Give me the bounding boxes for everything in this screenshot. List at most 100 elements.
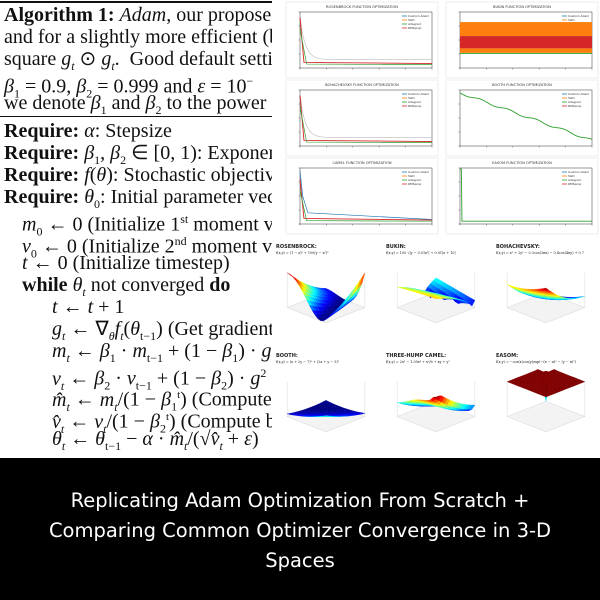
algo-line: and for a slightly more efficient (but (4, 26, 272, 48)
algo-line: θt ← θt−1 − α · m̂t/(√v̂t + ε) (52, 428, 259, 453)
surface-patch (542, 287, 550, 291)
surface-name: BOHACHEVSKY: (496, 244, 540, 250)
plot-title: EASOM FUNCTION OPTIMIZATION (492, 161, 552, 165)
algo-line: v0 ← 0 (Initialize 2nd moment ve (22, 234, 272, 261)
convergence-plot: BOHACHEVSKY FUNCTION OPTIMIZATION Custom … (285, 79, 439, 157)
algo-line: t ← t + 1 (52, 296, 125, 318)
convergence-plots-svg: ROSENBROCK FUNCTION OPTIMIZATION Custom A… (285, 1, 599, 235)
legend-label: RMSprop (408, 26, 421, 30)
series-line (460, 168, 592, 222)
algo-line: Require: θ0: Initial parameter vecto (4, 186, 272, 211)
banner-line-1: Replicating Adam Optimization From Scrat… (70, 489, 530, 512)
series-line (299, 95, 433, 142)
surface-plot: BOHACHEVSKY:f(x,y) = x² + 2y² − 0.3cos(3… (492, 240, 600, 349)
surface-name: EASOM: (496, 353, 518, 359)
legend-label: Adagrad (408, 178, 421, 182)
surface-patch (433, 297, 439, 299)
legend-label: SGD (408, 96, 415, 100)
series-line (299, 92, 432, 138)
surface-formula: f(x,y) = (x + 2y − 7)² + (2x + y − 5)² (276, 360, 340, 364)
legend-label: RMSprop (408, 182, 421, 186)
series-line (299, 179, 433, 221)
series-line (299, 106, 433, 143)
surface-name: ROSENBROCK: (276, 244, 317, 250)
convergence-plot: EASOM FUNCTION OPTIMIZATION Custom AdamSG… (445, 157, 599, 235)
surface-name: THREE-HUMP CAMEL: (386, 353, 446, 359)
plot-title: BOOTH FUNCTION OPTIMIZATION (492, 83, 552, 87)
convergence-plot: CAMEL FUNCTION OPTIMIZATION Custom AdamSG… (285, 157, 439, 235)
algo-line: Require: β1, β2 ∈ [0, 1): Exponent (4, 142, 272, 167)
convergence-plot: BUKIN FUNCTION OPTIMIZATION Custom AdamSG… (445, 1, 599, 79)
legend-label: RMSprop (568, 104, 581, 108)
title-banner: Replicating Adam Optimization From Scrat… (0, 458, 600, 600)
legend-label: SGD (568, 96, 575, 100)
legend-label: Custom Adam (568, 14, 589, 18)
surface-name: BUKIN: (386, 244, 406, 250)
convergence-plot: ROSENBROCK FUNCTION OPTIMIZATION Custom A… (285, 1, 439, 79)
surface-axes (506, 272, 586, 324)
legend-label: Adagrad (408, 100, 421, 104)
surface-plot: EASOM:f(x,y) = −cos(x)cos(y)exp(−(x − π)… (492, 349, 600, 458)
legend-label: Custom Adam (408, 170, 429, 174)
algo-line: v̂t ← vt/(1 − β2t) (Compute bi (52, 410, 272, 436)
surface-axes (506, 381, 586, 433)
series-line (299, 170, 433, 220)
surface-plots-svg: ROSENBROCK:f(x,y) = (1 − x)² + 100(y − x… (272, 240, 600, 458)
surface-formula: f(x,y) = x² + 2y² − 0.3cos(3πx) − 0.4cos… (496, 251, 584, 255)
surface-formula: f(x,y) = 100 √|y − 0.01x²| + 0.01|x + 10… (386, 251, 456, 255)
plot-title: BUKIN FUNCTION OPTIMIZATION (493, 5, 551, 9)
surface-plots-area: ROSENBROCK: f(x,y) = (1 − x)² + 100(y − x… (272, 240, 600, 458)
surface-plot: ROSENBROCK:f(x,y) = (1 − x)² + 100(y − x… (272, 240, 380, 349)
series-line (299, 14, 432, 60)
legend-label: Custom Adam (408, 92, 429, 96)
surface-patch (323, 415, 329, 417)
algo-line: vt ← β2 · vt−1 + (1 − β2) · g2 (52, 366, 267, 393)
legend-label: SGD (408, 174, 415, 178)
convergence-plots-area: ROSENBROCK FUNCTION OPTIMIZATION Custom A… (284, 0, 600, 240)
algo-line: Algorithm 1: Adam, our proposed a (4, 4, 272, 26)
legend-label: SGD (568, 174, 575, 178)
surface-name: BOOTH: (276, 353, 298, 359)
algo-line: square gt ⊙ gt. Good default setti (4, 48, 272, 73)
series-line (459, 92, 593, 140)
series-line (299, 17, 433, 64)
series-band (460, 36, 592, 49)
algo-line: while θt not converged do (22, 274, 231, 299)
algo-line: we denote β1 and β2 to the power t. (4, 92, 272, 117)
surface-plot: THREE-HUMP CAMEL:f(x,y) = 2x² − 1.05x⁴ +… (382, 349, 490, 458)
series-line (299, 190, 433, 222)
convergence-plot: BOOTH FUNCTION OPTIMIZATION Custom AdamSG… (445, 79, 599, 157)
algo-line: gt ← ∇θft(θt−1) (Get gradient (52, 318, 272, 343)
algo-line: Require: α: Stepsize (4, 120, 172, 142)
legend-label: SGD (568, 18, 575, 22)
legend-label: Custom Adam (568, 170, 589, 174)
surface-plot: BOOTH:f(x,y) = (x + 2y − 7)² + (2x + y −… (272, 349, 380, 458)
algorithm-panel: Algorithm 1: Adam, our proposed a and fo… (0, 0, 272, 458)
surface-patch (542, 394, 550, 398)
legend-label: Adagrad (568, 178, 581, 182)
algo-line: Require: f(θ): Stochastic objective (4, 164, 272, 186)
algo-line: t ← 0 (Initialize timestep) (22, 252, 230, 274)
surface-patch (432, 395, 439, 400)
surface-formula: f(x,y) = −cos(x)cos(y)exp(−(x − π)² − (y… (496, 360, 577, 364)
banner-line-3: Spaces (265, 549, 335, 572)
plot-title: BOHACHEVSKY FUNCTION OPTIMIZATION (325, 83, 399, 87)
series-band (460, 48, 592, 53)
algo-line: m0 ← 0 (Initialize 1st moment ve (22, 212, 272, 239)
legend-label: Adagrad (568, 100, 581, 104)
series-band (460, 22, 592, 37)
surface-patch (323, 316, 329, 322)
legend-label: Adagrad (408, 22, 421, 26)
algo-line: β1 = 0.9, β2 = 0.999 and ε = 10− (4, 74, 254, 101)
banner-line-2: Comparing Common Optimizer Convergence i… (48, 519, 552, 542)
surface-formula: f(x,y) = 2x² − 1.05x⁴ + x⁶/6 + xy + y² (386, 360, 450, 364)
legend-label: RMSprop (568, 182, 581, 186)
plot-title: CAMEL FUNCTION OPTIMIZATION (332, 161, 391, 165)
legend-label: Custom Adam (408, 14, 429, 18)
surface-plot: BUKIN:f(x,y) = 100 √|y − 0.01x²| + 0.01|… (382, 240, 490, 349)
